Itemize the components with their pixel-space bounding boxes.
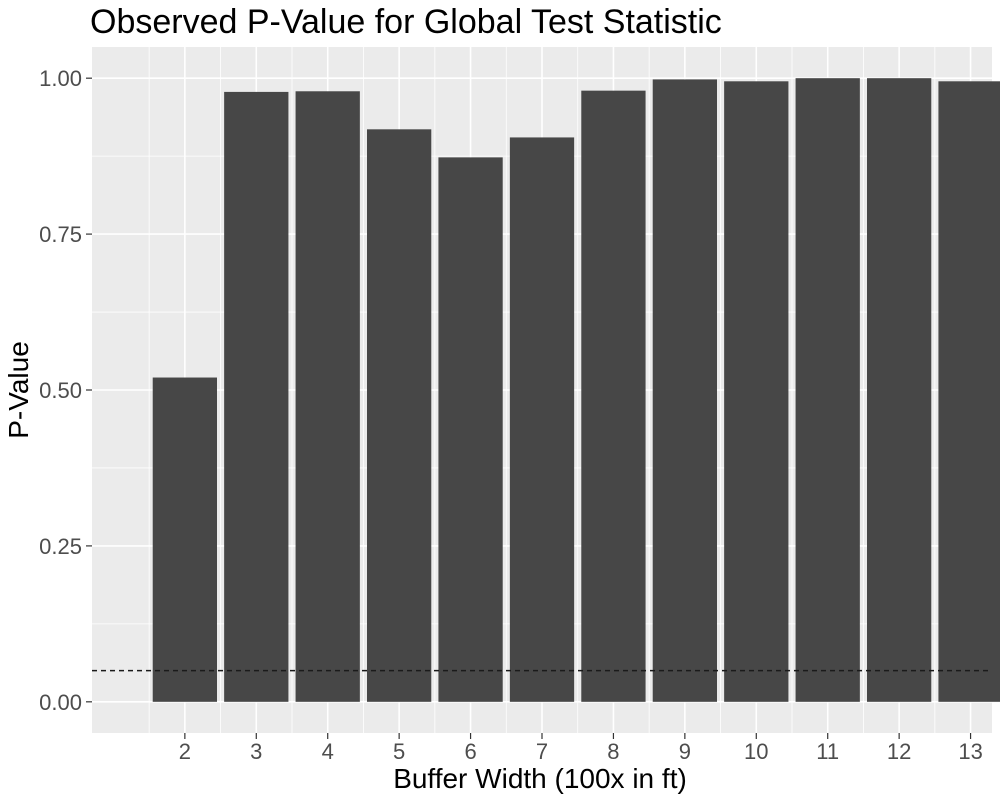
bar-2 bbox=[152, 377, 217, 702]
bar-8 bbox=[581, 90, 646, 702]
plot-panel bbox=[92, 47, 1000, 733]
x-tick-label: 8 bbox=[607, 739, 619, 764]
y-axis-label: P-Value bbox=[3, 341, 34, 439]
x-tick-label: 5 bbox=[393, 739, 405, 764]
x-tick-label: 12 bbox=[887, 739, 911, 764]
x-tick-label: 10 bbox=[744, 739, 768, 764]
bar-12 bbox=[867, 78, 932, 702]
axes: 0.00 0.25 0.50 0.75 1.00 2 3 4 5 6 7 8 9 10 11 12 13 bbox=[39, 66, 983, 764]
bar-13 bbox=[938, 81, 1000, 702]
x-tick-label: 2 bbox=[179, 739, 191, 764]
y-tick-label: 0.00 bbox=[39, 690, 82, 715]
bar-11 bbox=[795, 78, 860, 702]
x-axis-label: Buffer Width (100x in ft) bbox=[393, 763, 687, 794]
x-tick-label: 6 bbox=[464, 739, 476, 764]
x-tick-label: 11 bbox=[816, 739, 839, 764]
bar-4 bbox=[295, 91, 360, 702]
y-tick-label: 1.00 bbox=[39, 66, 82, 91]
bar-3 bbox=[224, 91, 289, 702]
bar-9 bbox=[652, 79, 717, 702]
chart-title: Observed P-Value for Global Test Statist… bbox=[90, 3, 722, 41]
y-tick-label: 0.50 bbox=[39, 378, 82, 403]
y-tick-label: 0.25 bbox=[39, 534, 82, 559]
x-tick-label: 3 bbox=[250, 739, 262, 764]
y-tick-label: 0.75 bbox=[39, 222, 82, 247]
bar-6 bbox=[438, 157, 503, 702]
bar-5 bbox=[367, 129, 432, 702]
x-tick-label: 7 bbox=[536, 739, 548, 764]
bar-10 bbox=[724, 81, 789, 702]
x-tick-label: 9 bbox=[679, 739, 691, 764]
x-tick-label: 13 bbox=[958, 739, 982, 764]
x-tick-label: 4 bbox=[322, 739, 334, 764]
bar-7 bbox=[509, 137, 575, 702]
